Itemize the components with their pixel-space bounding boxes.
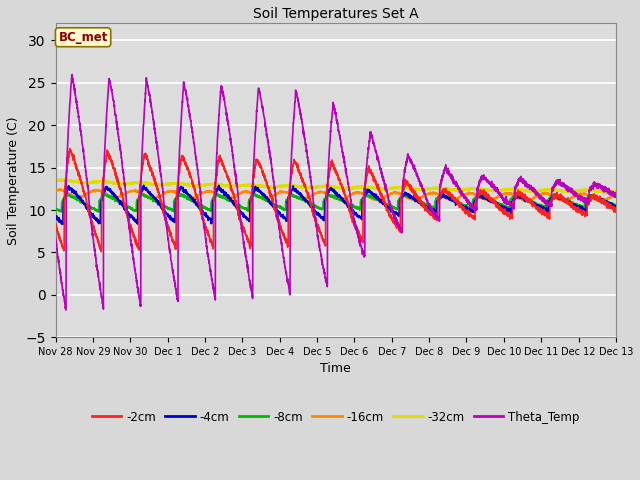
-32cm <box>209 181 216 187</box>
-2cm <box>612 209 620 215</box>
-8cm <box>559 197 567 203</box>
-32cm <box>612 188 620 194</box>
-32cm <box>559 188 566 194</box>
-8cm <box>172 196 180 202</box>
-2cm <box>66 146 74 152</box>
-16cm <box>401 193 408 199</box>
-16cm <box>559 198 566 204</box>
Theta_Temp <box>68 72 76 77</box>
-32cm <box>602 190 610 195</box>
Line: -16cm: -16cm <box>56 189 616 202</box>
Theta_Temp <box>612 193 620 199</box>
-8cm <box>391 204 399 210</box>
-32cm <box>55 177 63 182</box>
-16cm <box>52 188 60 193</box>
Title: Soil Temperatures Set A: Soil Temperatures Set A <box>253 7 419 21</box>
-32cm <box>612 189 620 194</box>
Legend: -2cm, -4cm, -8cm, -16cm, -32cm, Theta_Temp: -2cm, -4cm, -8cm, -16cm, -32cm, Theta_Te… <box>87 406 584 428</box>
Theta_Temp <box>172 287 180 292</box>
-2cm <box>391 219 399 225</box>
Theta_Temp <box>401 169 408 175</box>
-4cm <box>52 214 60 219</box>
-4cm <box>209 220 216 226</box>
-8cm <box>612 203 620 208</box>
-2cm <box>401 184 408 190</box>
-16cm <box>612 191 620 197</box>
-2cm <box>209 241 216 247</box>
-32cm <box>390 185 398 191</box>
-16cm <box>390 189 398 194</box>
-16cm <box>612 192 620 198</box>
-2cm <box>172 245 180 251</box>
-16cm <box>172 190 180 195</box>
-32cm <box>172 180 180 186</box>
-16cm <box>209 189 216 195</box>
Line: -4cm: -4cm <box>56 185 616 224</box>
-8cm <box>401 193 408 199</box>
-4cm <box>172 198 180 204</box>
Theta_Temp <box>62 307 70 313</box>
-4cm <box>559 195 567 201</box>
-16cm <box>596 199 604 204</box>
-4cm <box>140 182 148 188</box>
Line: Theta_Temp: Theta_Temp <box>56 74 616 310</box>
-32cm <box>52 178 60 183</box>
Theta_Temp <box>612 192 620 198</box>
-4cm <box>612 203 620 209</box>
-4cm <box>391 210 399 216</box>
-8cm <box>176 191 184 196</box>
Theta_Temp <box>391 212 399 217</box>
Line: -2cm: -2cm <box>56 149 616 252</box>
X-axis label: Time: Time <box>321 362 351 375</box>
-4cm <box>612 204 620 210</box>
-4cm <box>401 191 408 197</box>
-2cm <box>52 224 60 229</box>
Theta_Temp <box>209 279 216 285</box>
Theta_Temp <box>52 235 60 240</box>
-2cm <box>612 205 620 211</box>
-8cm <box>58 209 65 215</box>
-2cm <box>97 249 105 255</box>
-8cm <box>52 206 60 212</box>
-16cm <box>56 186 63 192</box>
Line: -8cm: -8cm <box>56 193 616 212</box>
Line: -32cm: -32cm <box>56 180 616 192</box>
-8cm <box>209 197 216 203</box>
Y-axis label: Soil Temperature (C): Soil Temperature (C) <box>7 116 20 245</box>
Text: BC_met: BC_met <box>58 31 108 44</box>
-32cm <box>401 185 408 191</box>
-2cm <box>559 195 567 201</box>
-8cm <box>612 203 620 208</box>
Theta_Temp <box>559 180 567 186</box>
-4cm <box>59 221 67 227</box>
